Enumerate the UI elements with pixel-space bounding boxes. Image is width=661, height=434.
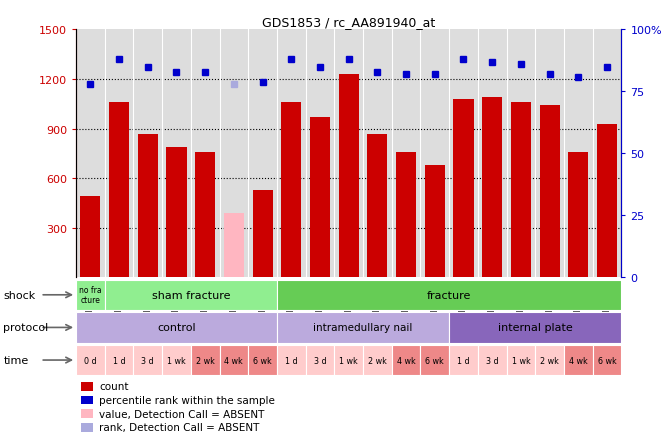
Bar bbox=[104, 280, 277, 310]
Bar bbox=[253, 191, 272, 278]
Bar bbox=[277, 345, 305, 375]
Text: 4 wk: 4 wk bbox=[225, 356, 243, 365]
Text: count: count bbox=[99, 381, 128, 391]
Text: shock: shock bbox=[3, 290, 36, 300]
Text: control: control bbox=[157, 323, 196, 332]
Bar bbox=[81, 382, 93, 391]
Text: internal plate: internal plate bbox=[498, 323, 572, 332]
Bar bbox=[76, 312, 277, 343]
Bar bbox=[134, 345, 162, 375]
Bar bbox=[224, 214, 244, 278]
Text: 2 wk: 2 wk bbox=[540, 356, 559, 365]
Bar bbox=[392, 345, 420, 375]
Bar bbox=[191, 345, 219, 375]
Bar bbox=[449, 345, 478, 375]
Bar bbox=[76, 280, 104, 310]
Text: 1 wk: 1 wk bbox=[339, 356, 358, 365]
Bar bbox=[277, 312, 449, 343]
Bar bbox=[310, 118, 330, 278]
Bar bbox=[535, 345, 564, 375]
Text: 6 wk: 6 wk bbox=[426, 356, 444, 365]
Bar bbox=[539, 106, 560, 278]
Title: GDS1853 / rc_AA891940_at: GDS1853 / rc_AA891940_at bbox=[262, 16, 436, 29]
Bar bbox=[478, 345, 506, 375]
Bar bbox=[195, 152, 215, 278]
Bar bbox=[482, 98, 502, 278]
Bar bbox=[249, 345, 277, 375]
Text: 6 wk: 6 wk bbox=[598, 356, 616, 365]
Bar bbox=[305, 345, 334, 375]
Text: 1 wk: 1 wk bbox=[512, 356, 530, 365]
Bar bbox=[338, 75, 359, 278]
Bar bbox=[420, 345, 449, 375]
Text: time: time bbox=[3, 355, 28, 365]
Bar bbox=[81, 423, 93, 431]
Text: 3 d: 3 d bbox=[141, 356, 154, 365]
Bar bbox=[104, 345, 134, 375]
Bar bbox=[277, 280, 621, 310]
Bar bbox=[334, 345, 363, 375]
Text: no fra
cture: no fra cture bbox=[79, 286, 102, 305]
Text: 4 wk: 4 wk bbox=[569, 356, 588, 365]
Text: 3 d: 3 d bbox=[314, 356, 327, 365]
Text: fracture: fracture bbox=[427, 290, 471, 300]
Bar bbox=[162, 345, 191, 375]
Bar bbox=[81, 396, 93, 404]
Text: protocol: protocol bbox=[3, 323, 48, 332]
Text: 1 d: 1 d bbox=[285, 356, 297, 365]
Text: sham fracture: sham fracture bbox=[151, 290, 230, 300]
Text: 2 wk: 2 wk bbox=[196, 356, 215, 365]
Bar bbox=[568, 152, 588, 278]
Bar bbox=[281, 103, 301, 278]
Bar bbox=[363, 345, 392, 375]
Bar bbox=[597, 125, 617, 278]
Bar bbox=[506, 345, 535, 375]
Bar bbox=[368, 134, 387, 278]
Text: 1 d: 1 d bbox=[457, 356, 470, 365]
Text: 1 wk: 1 wk bbox=[167, 356, 186, 365]
Text: 4 wk: 4 wk bbox=[397, 356, 416, 365]
Bar bbox=[81, 409, 93, 418]
Bar bbox=[167, 148, 186, 278]
Bar bbox=[564, 345, 593, 375]
Text: intramedullary nail: intramedullary nail bbox=[313, 323, 412, 332]
Text: 6 wk: 6 wk bbox=[253, 356, 272, 365]
Bar bbox=[396, 152, 416, 278]
Text: rank, Detection Call = ABSENT: rank, Detection Call = ABSENT bbox=[99, 422, 259, 432]
Bar bbox=[109, 103, 129, 278]
Text: value, Detection Call = ABSENT: value, Detection Call = ABSENT bbox=[99, 409, 264, 419]
Bar bbox=[449, 312, 621, 343]
Bar bbox=[81, 197, 100, 278]
Text: 1 d: 1 d bbox=[113, 356, 126, 365]
Text: 3 d: 3 d bbox=[486, 356, 498, 365]
Bar bbox=[511, 103, 531, 278]
Text: percentile rank within the sample: percentile rank within the sample bbox=[99, 395, 275, 405]
Text: 2 wk: 2 wk bbox=[368, 356, 387, 365]
Bar bbox=[137, 134, 158, 278]
Text: 0 d: 0 d bbox=[84, 356, 97, 365]
Bar bbox=[219, 345, 249, 375]
Bar bbox=[593, 345, 621, 375]
Bar bbox=[453, 100, 473, 278]
Bar bbox=[76, 345, 104, 375]
Bar bbox=[425, 166, 445, 278]
